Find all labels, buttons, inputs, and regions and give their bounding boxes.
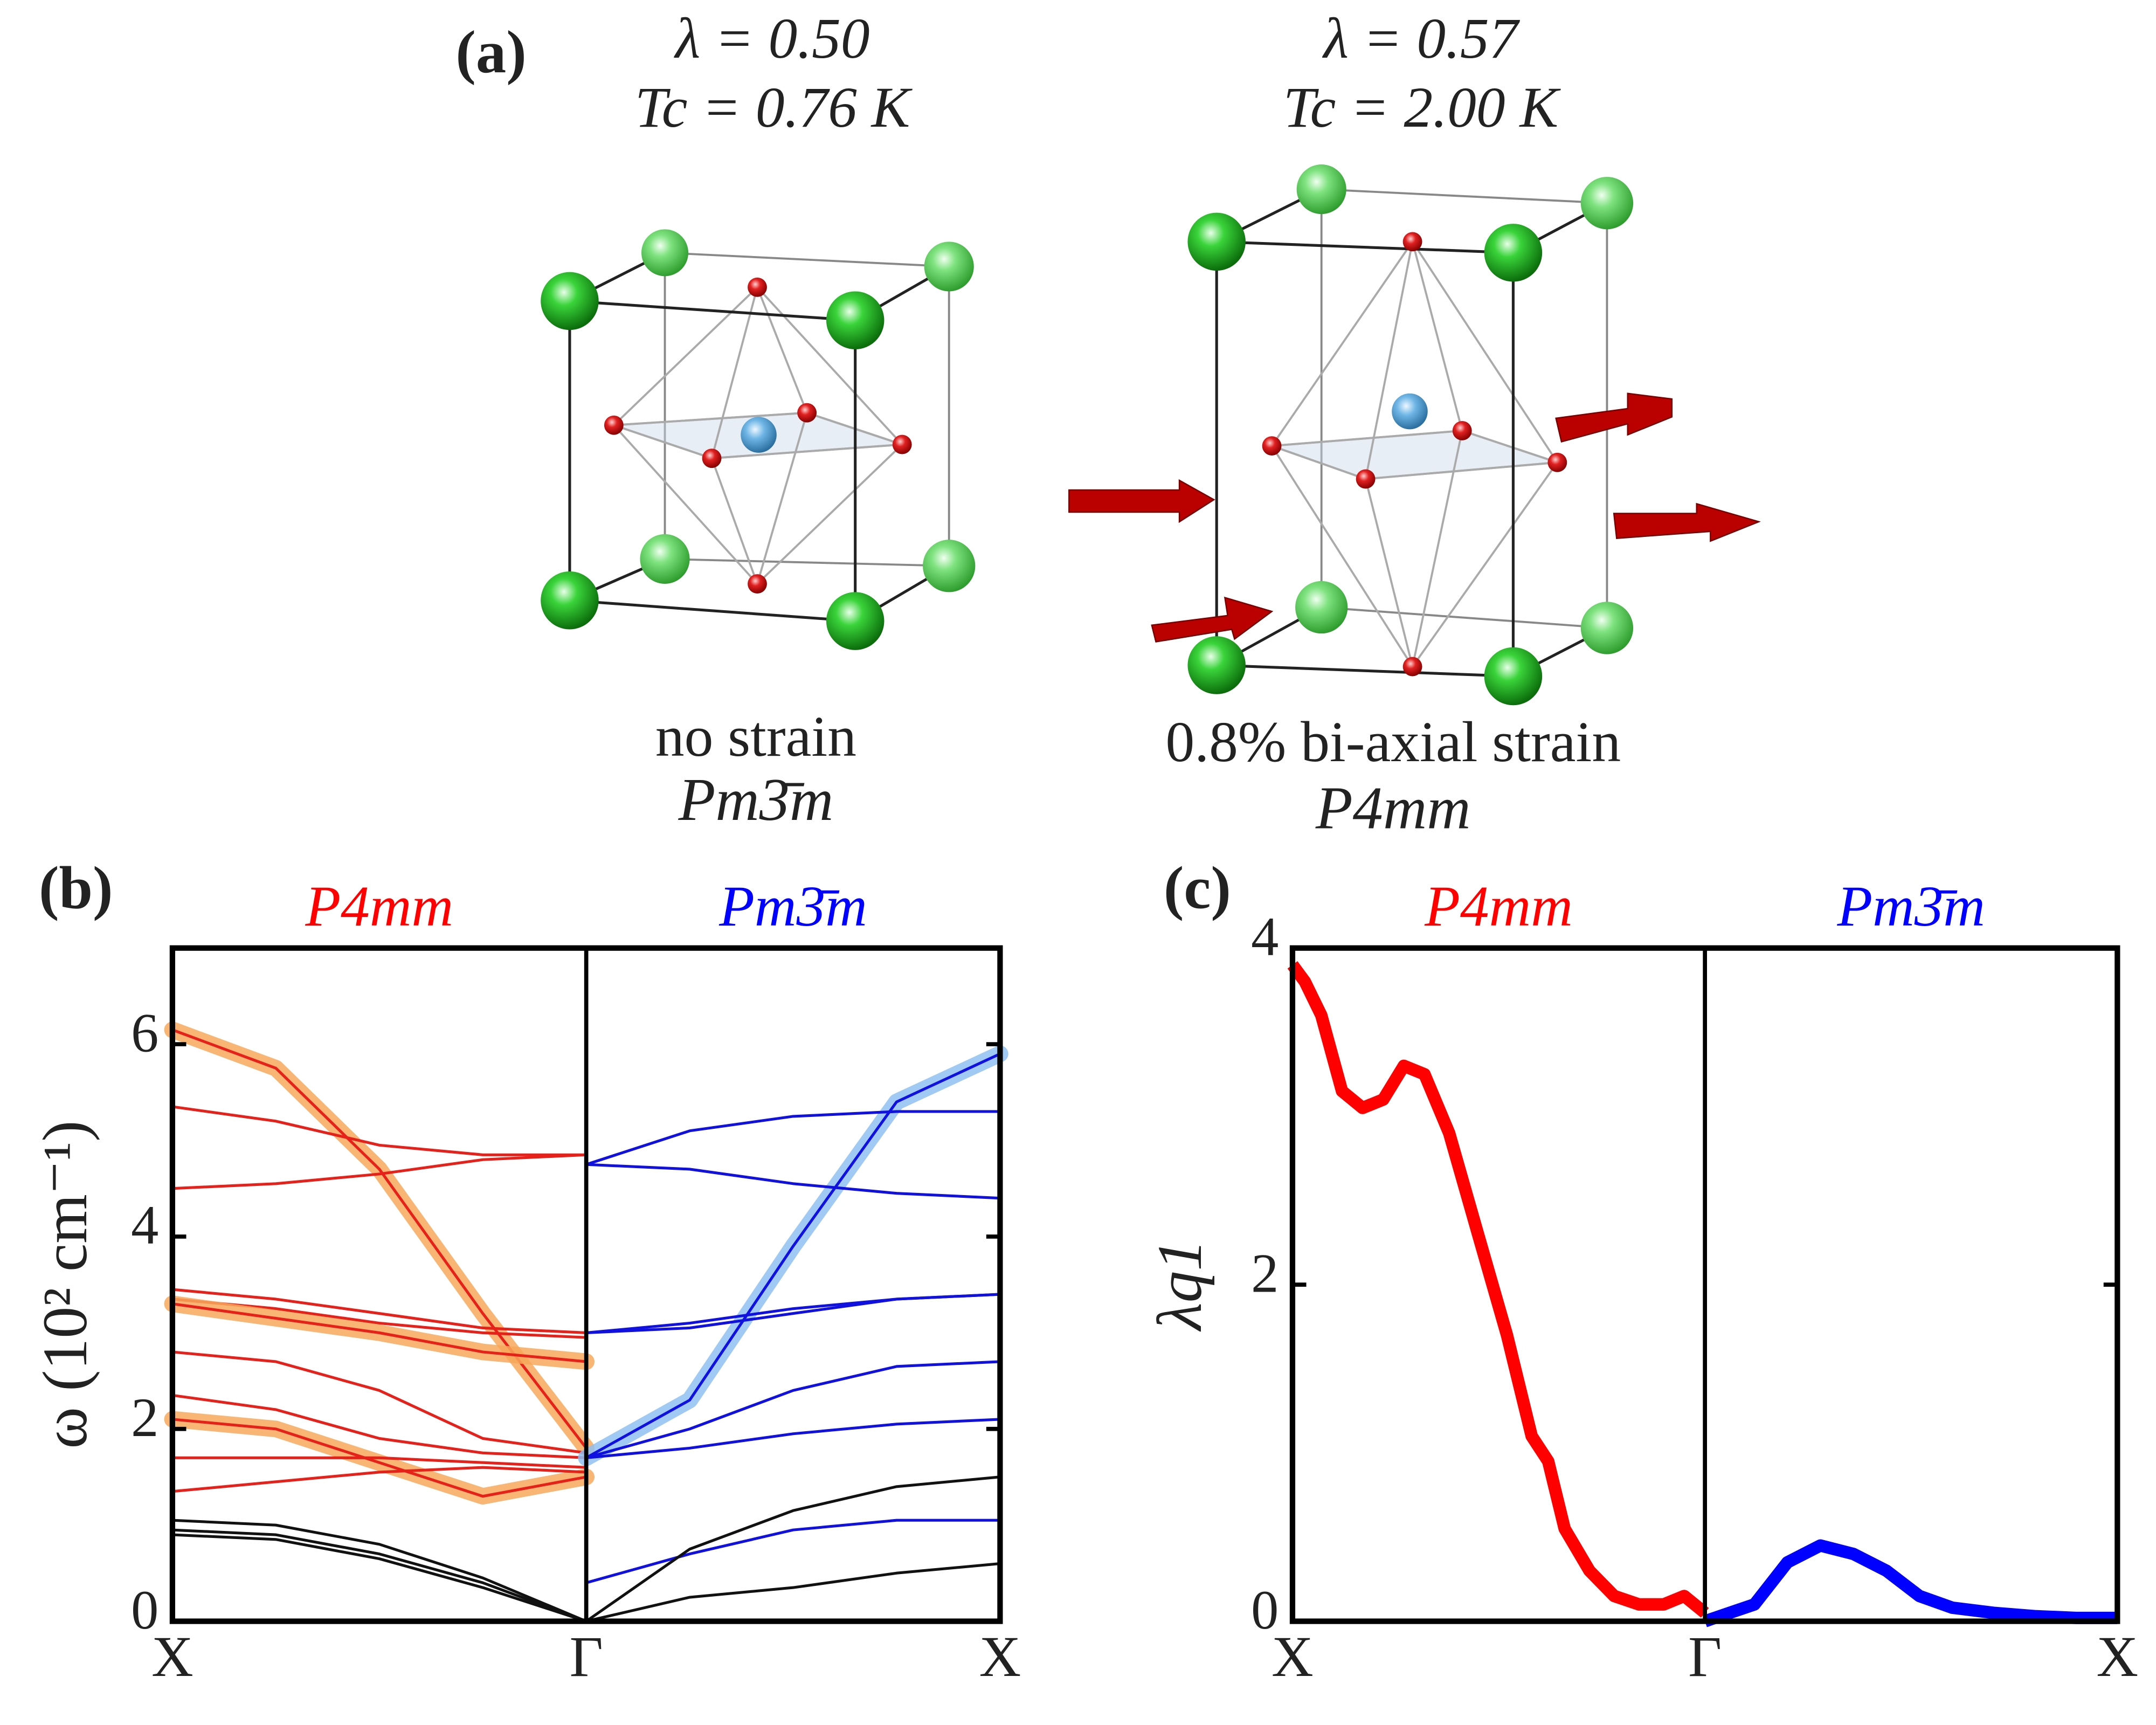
phonon-band — [172, 1528, 587, 1623]
lambda-curve — [1703, 1539, 2118, 1627]
tetragonal-cell — [1187, 164, 1634, 706]
phonon-band — [172, 1456, 586, 1469]
strain-arrows — [1068, 392, 1761, 643]
caption: 0.8% bi-axial strain — [1165, 710, 1621, 774]
axes-frame — [1289, 945, 2120, 1624]
plot-area — [1287, 961, 2118, 1627]
phonon-band — [585, 1360, 1000, 1459]
tc-text: Tc = 2.00 K — [1283, 75, 1561, 140]
lambda-curve — [1287, 961, 1709, 1618]
y-tick-label: 0 — [1251, 1580, 1279, 1641]
phonon-band — [172, 1029, 588, 1449]
space-group: Pm3̄m — [678, 767, 834, 833]
phonon-band — [172, 1393, 586, 1459]
y-tick-label: 2 — [1251, 1243, 1279, 1304]
y-tick-label: 2 — [131, 1388, 158, 1448]
lambda-text: λ = 0.50 — [674, 6, 870, 71]
x-tick-label: X — [1272, 1625, 1314, 1689]
phonon-band — [172, 1105, 586, 1156]
phonon-band — [585, 1519, 1000, 1584]
axes-frame — [169, 945, 1003, 1624]
panel-label: (b) — [39, 855, 113, 922]
band-weight — [164, 1022, 595, 1457]
x-tick-label: Γ — [1688, 1625, 1722, 1689]
phonon-band — [586, 1163, 1000, 1200]
cubic-cell — [541, 229, 976, 650]
phonon-band — [172, 1350, 587, 1454]
phonon-band — [586, 1418, 1000, 1459]
section-title: Pm3̄m — [718, 874, 867, 939]
y-tick-label: 0 — [131, 1580, 158, 1641]
y-tick-label: 4 — [131, 1195, 158, 1256]
x-tick-label: X — [151, 1625, 194, 1689]
phonon-band — [172, 1302, 586, 1363]
caption: no strain — [655, 705, 856, 769]
panel-label: (c) — [1164, 855, 1231, 922]
plot-area — [164, 1022, 1008, 1623]
x-tick-label: X — [979, 1625, 1021, 1689]
phonon-band — [172, 1533, 587, 1623]
section-title: Pm3̄m — [1836, 874, 1985, 939]
space-group: P4mm — [1315, 775, 1471, 841]
y-axis-label: λq1 — [1145, 1239, 1215, 1332]
phonon-band — [585, 1110, 1000, 1166]
phonon-band — [586, 1562, 1000, 1623]
y-tick-label: 4 — [1251, 907, 1279, 968]
x-tick-label: Γ — [570, 1625, 603, 1689]
lambda-text: λ = 0.57 — [1322, 6, 1521, 71]
phonon-band — [172, 1288, 586, 1334]
section-title: P4mm — [305, 874, 453, 939]
x-tick-label: X — [2097, 1625, 2139, 1689]
y-tick-label: 6 — [131, 1003, 158, 1064]
band-weight — [578, 1045, 1008, 1466]
phonon-band — [586, 1293, 1000, 1334]
phonon-band — [585, 1475, 1000, 1623]
y-axis-label: ω (10² cm⁻¹) — [30, 1121, 100, 1449]
phonon-band — [172, 1466, 586, 1493]
phonon-band — [172, 1153, 586, 1190]
panel-label: (a) — [455, 19, 526, 86]
phonon-band — [585, 1052, 1001, 1459]
tc-text: Tc = 0.76 K — [635, 75, 913, 140]
section-title: P4mm — [1424, 874, 1573, 939]
phonon-band — [172, 1519, 587, 1623]
phonon-band — [172, 1418, 587, 1498]
